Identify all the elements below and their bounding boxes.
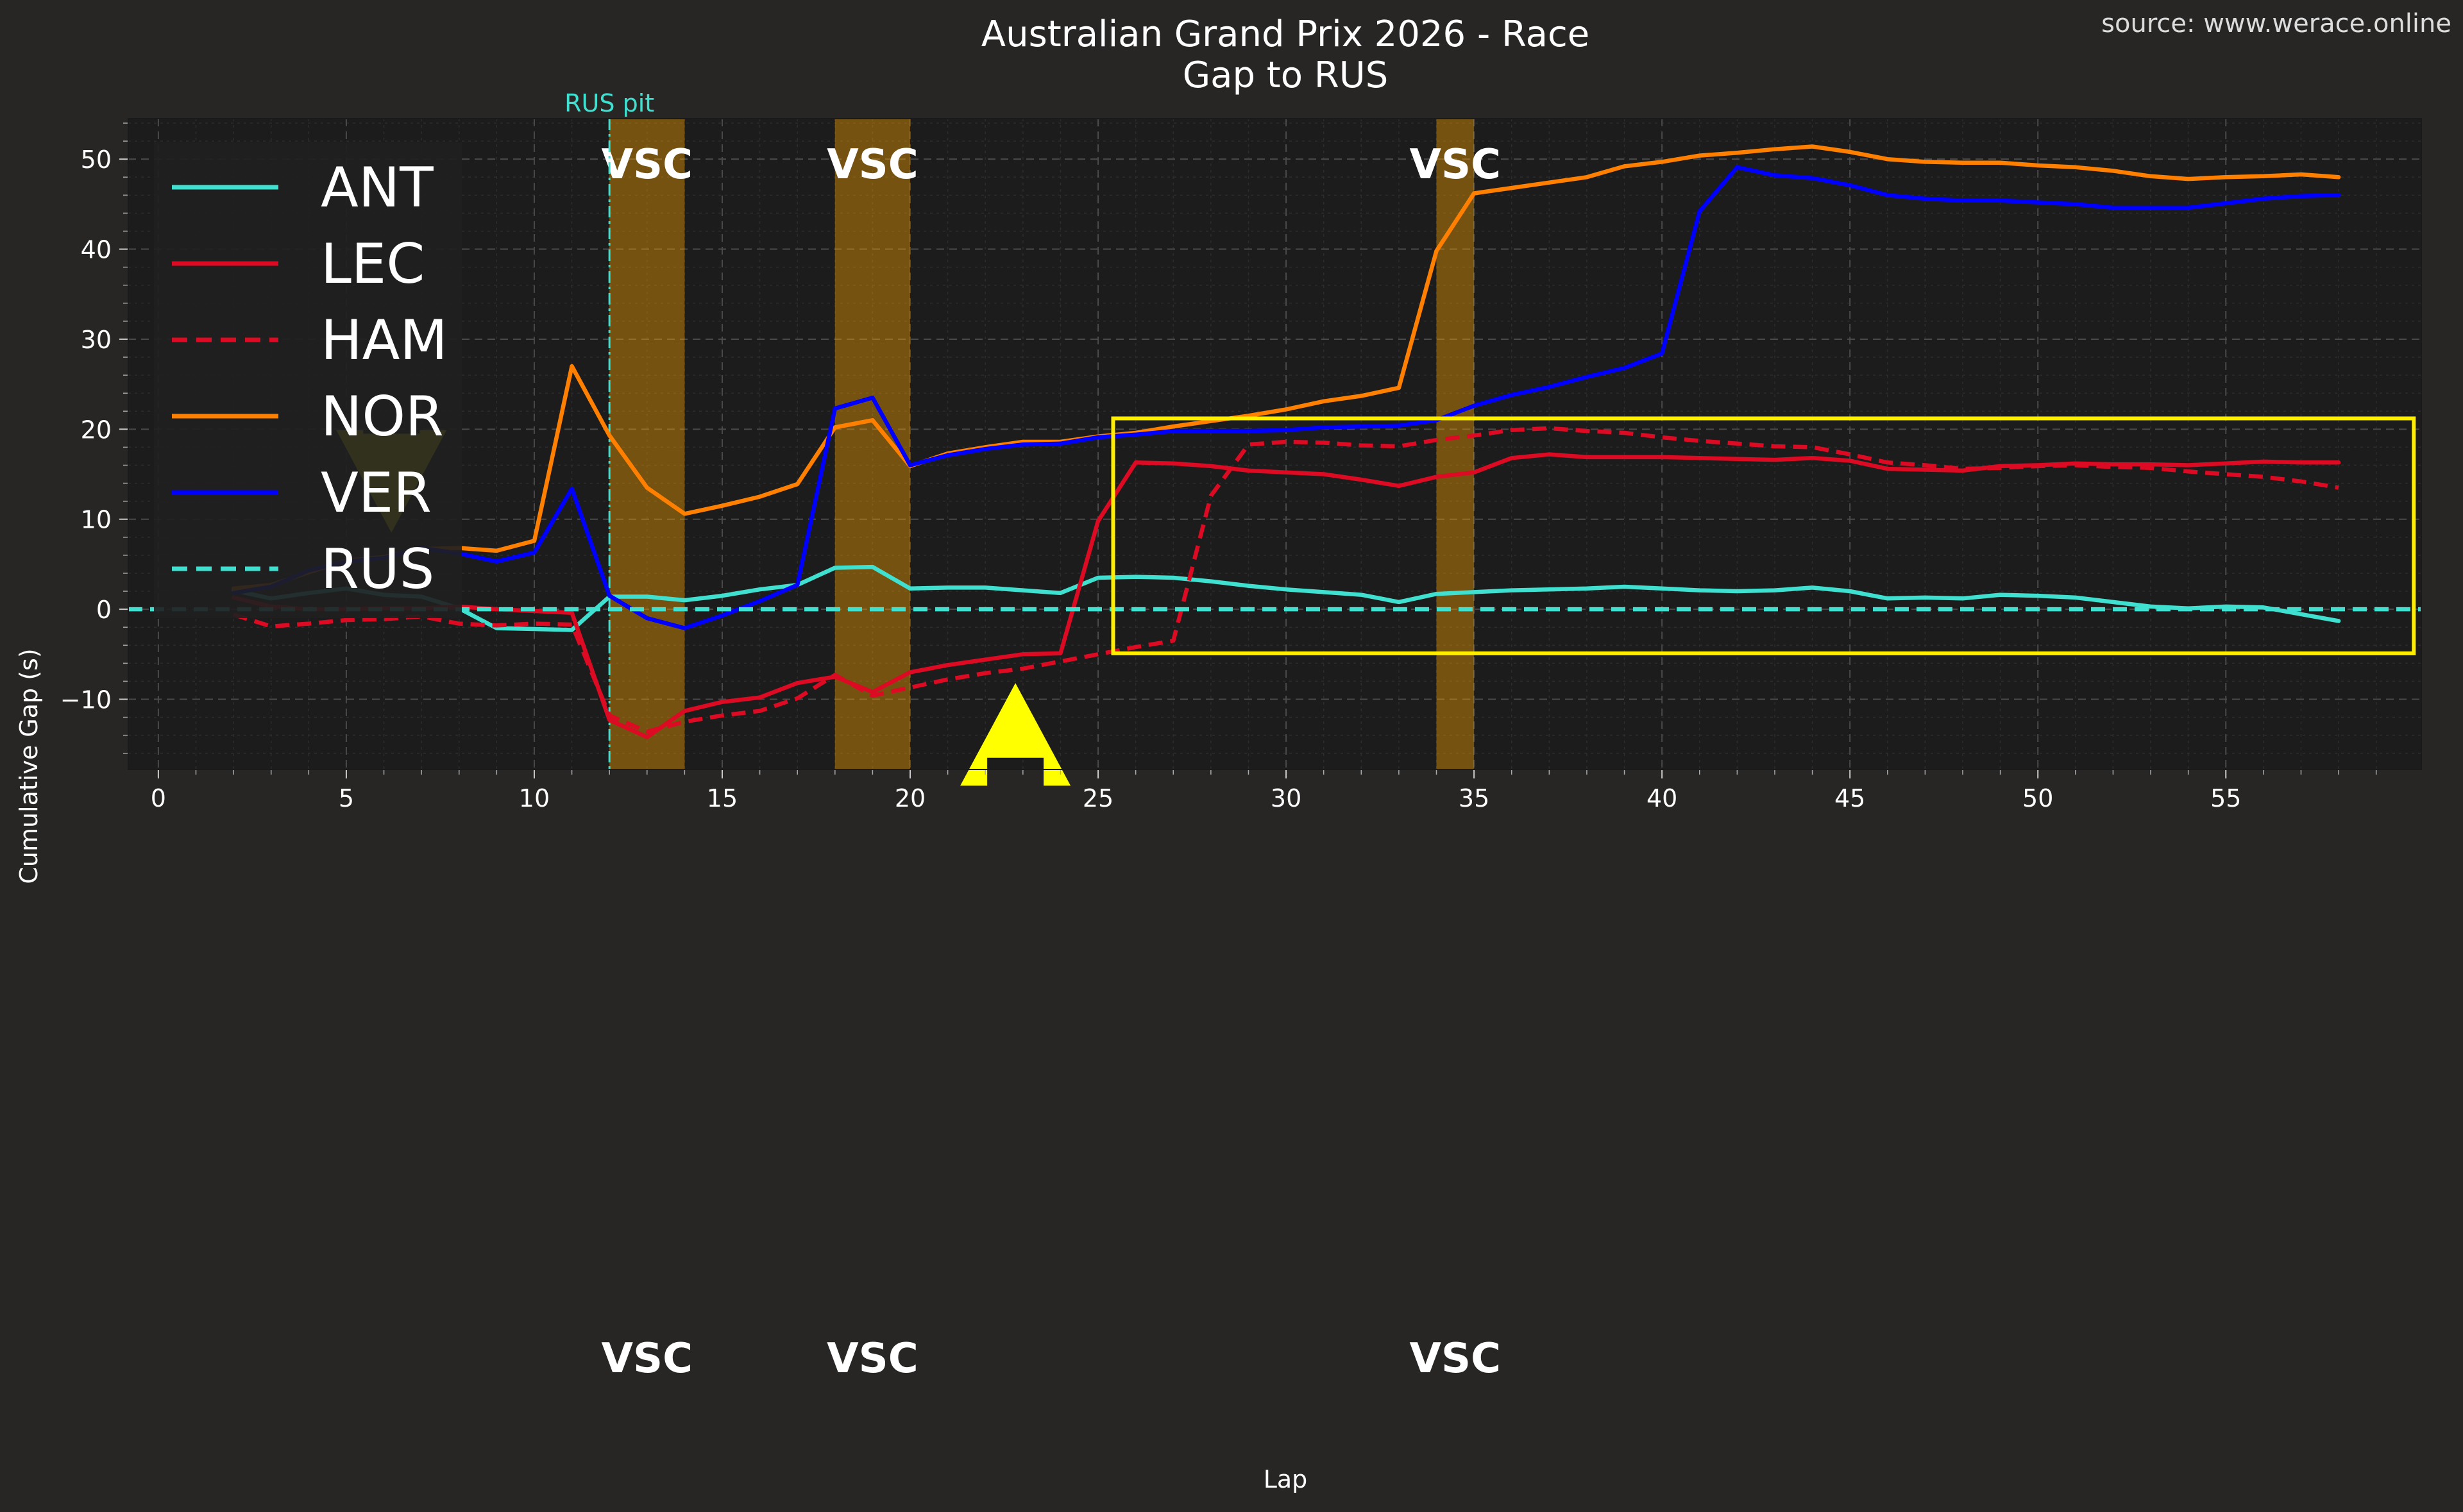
plot-frame xyxy=(128,118,2422,770)
legend-label-ant: ANT xyxy=(321,156,434,220)
legend-label-lec: LEC xyxy=(321,232,425,296)
y-tick-label: −10 xyxy=(60,685,112,714)
y-tick-label: 30 xyxy=(81,326,112,354)
vsc-label-bottom: VSC xyxy=(601,1335,693,1382)
chart-title: Australian Grand Prix 2026 - Race xyxy=(981,13,1589,55)
y-tick-label: 10 xyxy=(81,506,112,534)
axis-ticks: 0 5 10 15 20 25 30 35 40 45 50 55 −10 0 10 20 30 40 50 xyxy=(60,118,2422,812)
vsc-label-bottom: VSC xyxy=(1410,1335,1502,1382)
vsc-band xyxy=(609,119,685,769)
arrow-up xyxy=(960,683,1071,786)
pit-label: RUS pit xyxy=(564,89,654,117)
series-line-ver xyxy=(231,165,2341,630)
legend-label-nor: NOR xyxy=(321,385,444,449)
source-label: source: www.werace.online xyxy=(2101,9,2451,38)
y-tick-label: 0 xyxy=(96,596,112,624)
x-tick-label: 0 xyxy=(151,784,166,812)
x-tick-label: 10 xyxy=(519,784,550,812)
x-tick-label: 15 xyxy=(707,784,738,812)
series-line-nor xyxy=(231,144,2341,591)
legend-label-rus: RUS xyxy=(321,537,434,601)
vsc-label-top: VSC xyxy=(827,141,918,189)
legend-box xyxy=(154,142,462,618)
legend: ANT LEC HAM NOR VER RUS xyxy=(154,142,462,618)
vsc-label-top: VSC xyxy=(601,141,693,189)
legend-label-ham: HAM xyxy=(321,308,448,373)
pit-marker: RUS pit xyxy=(564,89,654,769)
vsc-band xyxy=(1436,119,1475,769)
chart-subtitle: Gap to RUS xyxy=(1183,55,1389,96)
y-axis-label: Cumulative Gap (s) xyxy=(15,648,43,884)
y-tick-label: 20 xyxy=(81,416,112,444)
vsc-label-bottom: VSC xyxy=(827,1335,918,1382)
x-tick-label: 35 xyxy=(1459,784,1489,812)
series-layer xyxy=(128,144,2421,739)
grid xyxy=(128,119,2421,769)
x-tick-label: 45 xyxy=(1834,784,1865,812)
x-tick-label: 40 xyxy=(1646,784,1677,812)
highlight-box xyxy=(1111,416,2416,655)
x-tick-label: 50 xyxy=(2022,784,2053,812)
vsc-bands: VSC VSC VSC VSC VSC VSC xyxy=(601,119,1501,1382)
series-line-ham xyxy=(233,426,2339,734)
x-tick-label: 20 xyxy=(895,784,926,812)
legend-label-ver: VER xyxy=(321,461,432,525)
y-tick-label: 40 xyxy=(81,236,112,264)
y-tick-label: 50 xyxy=(81,146,112,174)
x-tick-label: 30 xyxy=(1271,784,1301,812)
x-tick-label: 25 xyxy=(1083,784,1113,812)
x-tick-label: 5 xyxy=(339,784,354,812)
vsc-label-top: VSC xyxy=(1410,141,1502,189)
highlight-layer xyxy=(1111,416,2416,655)
x-axis-label: Lap xyxy=(1264,1465,1308,1493)
x-tick-label: 55 xyxy=(2210,784,2241,812)
